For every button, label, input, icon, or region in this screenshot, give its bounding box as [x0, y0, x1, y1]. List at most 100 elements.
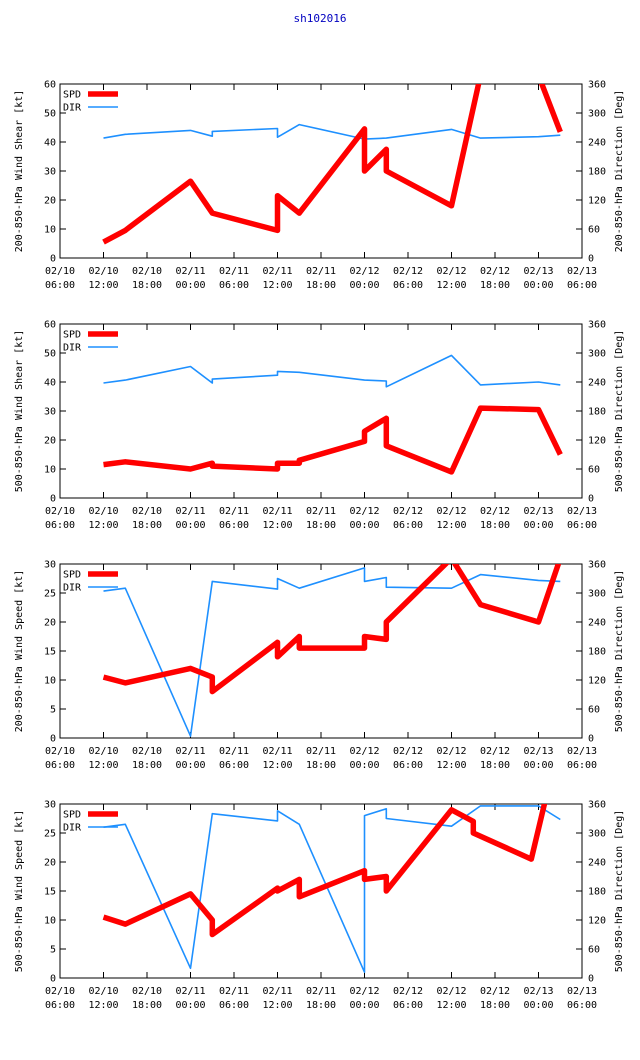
y-tick-label: 40	[44, 378, 56, 389]
x-tick-label-time: 06:00	[567, 520, 597, 531]
y-axis-label: 200-850-hPa Wind Shear [kt]	[14, 90, 25, 253]
x-tick-label-date: 02/12	[480, 986, 510, 997]
y2-tick-label: 0	[588, 494, 594, 505]
x-tick-label-time: 18:00	[306, 280, 336, 291]
x-tick-label-date: 02/12	[393, 986, 423, 997]
x-tick-label-date: 02/12	[349, 266, 379, 277]
x-tick-label-time: 18:00	[132, 520, 162, 531]
x-tick-label-time: 06:00	[567, 280, 597, 291]
y-tick-label: 10	[44, 676, 56, 687]
y2-tick-label: 240	[588, 618, 606, 629]
x-tick-label-time: 00:00	[349, 760, 379, 771]
x-tick-label-date: 02/11	[262, 266, 292, 277]
y-tick-label: 10	[44, 465, 56, 476]
x-tick-label-time: 06:00	[567, 1000, 597, 1011]
x-tick-label-time: 12:00	[262, 280, 292, 291]
x-tick-label-time: 00:00	[175, 520, 205, 531]
x-tick-label-date: 02/12	[393, 266, 423, 277]
x-tick-label-time: 18:00	[132, 280, 162, 291]
y-tick-label: 20	[44, 196, 56, 207]
y-tick-label: 5	[50, 945, 56, 956]
x-tick-label-date: 02/13	[523, 746, 553, 757]
x-tick-label-time: 00:00	[523, 520, 553, 531]
y-tick-label: 10	[44, 916, 56, 927]
series-line-spd	[102, 84, 563, 245]
x-tick-label-date: 02/12	[480, 746, 510, 757]
y2-tick-label: 300	[588, 829, 606, 840]
x-tick-label-time: 12:00	[88, 280, 118, 291]
x-tick-label-date: 02/11	[219, 746, 249, 757]
y2-tick-label: 360	[588, 560, 606, 571]
x-tick-label-date: 02/13	[523, 266, 553, 277]
x-tick-label-time: 18:00	[132, 760, 162, 771]
y-tick-label: 50	[44, 349, 56, 360]
x-tick-label-time: 18:00	[480, 1000, 510, 1011]
legend-label-dir: DIR	[63, 823, 82, 834]
series-line-dir	[103, 567, 561, 737]
x-tick-label-date: 02/11	[262, 506, 292, 517]
legend-label-spd: SPD	[63, 330, 81, 341]
y2-axis-label: 500-850-hPa Direction [Deg]	[614, 570, 625, 733]
y-tick-label: 30	[44, 407, 56, 418]
x-tick-label-time: 12:00	[436, 760, 466, 771]
x-tick-label-date: 02/11	[262, 986, 292, 997]
series-line-spd	[103, 405, 563, 475]
legend-label-spd: SPD	[63, 90, 81, 101]
y2-tick-label: 240	[588, 378, 606, 389]
series-line-spd	[102, 804, 548, 938]
x-tick-label-date: 02/12	[480, 506, 510, 517]
y2-tick-label: 120	[588, 916, 606, 927]
y2-tick-label: 0	[588, 254, 594, 265]
x-tick-label-time: 00:00	[349, 520, 379, 531]
x-tick-label-date: 02/10	[45, 506, 75, 517]
x-tick-label-date: 02/10	[45, 746, 75, 757]
x-tick-label-date: 02/12	[436, 266, 466, 277]
y2-tick-label: 180	[588, 167, 606, 178]
y-axis-label: 500-850-hPa Wind Speed [kt]	[14, 810, 25, 973]
x-tick-label-date: 02/11	[175, 506, 205, 517]
x-tick-label-time: 06:00	[219, 760, 249, 771]
x-tick-label-date: 02/10	[88, 266, 118, 277]
y-tick-label: 10	[44, 225, 56, 236]
series-line-dir	[103, 805, 561, 974]
x-tick-label-time: 12:00	[88, 1000, 118, 1011]
x-tick-label-date: 02/11	[175, 746, 205, 757]
x-tick-label-time: 06:00	[219, 520, 249, 531]
page-title: sh102016	[293, 12, 347, 25]
x-tick-label-date: 02/10	[132, 506, 162, 517]
legend-label-dir: DIR	[63, 103, 82, 114]
x-tick-label-date: 02/11	[219, 986, 249, 997]
y-tick-label: 20	[44, 436, 56, 447]
x-tick-label-date: 02/13	[567, 986, 597, 997]
x-tick-label-date: 02/13	[567, 506, 597, 517]
x-tick-label-date: 02/12	[436, 986, 466, 997]
y2-tick-label: 360	[588, 800, 606, 811]
y2-tick-label: 120	[588, 436, 606, 447]
x-tick-label-time: 06:00	[219, 280, 249, 291]
x-tick-label-time: 06:00	[393, 760, 423, 771]
y-tick-label: 25	[44, 829, 56, 840]
y2-tick-label: 180	[588, 407, 606, 418]
x-tick-label-date: 02/12	[349, 506, 379, 517]
x-tick-label-date: 02/11	[175, 266, 205, 277]
x-tick-label-date: 02/12	[393, 746, 423, 757]
y-tick-label: 30	[44, 560, 56, 571]
y2-tick-label: 120	[588, 196, 606, 207]
x-tick-label-time: 00:00	[523, 280, 553, 291]
x-tick-label-time: 12:00	[436, 520, 466, 531]
x-tick-label-time: 06:00	[393, 1000, 423, 1011]
x-tick-label-date: 02/12	[349, 746, 379, 757]
legend-label-dir: DIR	[63, 343, 82, 354]
y-tick-label: 50	[44, 109, 56, 120]
x-tick-label-time: 18:00	[306, 760, 336, 771]
y2-axis-label: 200-850-hPa Direction [Deg]	[614, 90, 625, 253]
x-tick-label-date: 02/11	[306, 506, 336, 517]
x-tick-label-date: 02/12	[349, 986, 379, 997]
x-tick-label-time: 12:00	[262, 1000, 292, 1011]
y2-tick-label: 360	[588, 320, 606, 331]
x-tick-label-time: 00:00	[349, 280, 379, 291]
y2-axis-label: 500-850-hPa Direction [Deg]	[614, 810, 625, 973]
chart-panel-1: 0 10 20 30 40 50 60 0 60 120 180 240 300 360 02/10 06:0…	[14, 80, 625, 292]
legend-label-dir: DIR	[63, 583, 82, 594]
y-tick-label: 30	[44, 800, 56, 811]
